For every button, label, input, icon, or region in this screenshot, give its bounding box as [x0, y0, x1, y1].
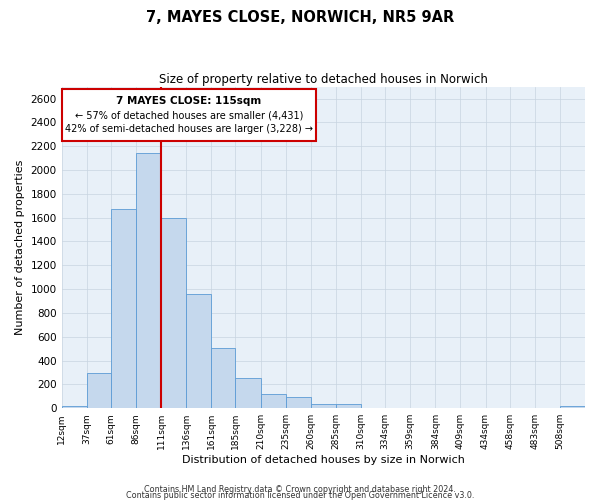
Bar: [286, 397, 311, 408]
Bar: [211, 348, 235, 408]
Bar: [560, 406, 585, 408]
Bar: [62, 406, 87, 408]
Text: Contains HM Land Registry data © Crown copyright and database right 2024.: Contains HM Land Registry data © Crown c…: [144, 484, 456, 494]
FancyBboxPatch shape: [62, 89, 316, 142]
Text: 7 MAYES CLOSE: 115sqm: 7 MAYES CLOSE: 115sqm: [116, 96, 262, 106]
Y-axis label: Number of detached properties: Number of detached properties: [15, 160, 25, 335]
Text: Contains public sector information licensed under the Open Government Licence v3: Contains public sector information licen…: [126, 490, 474, 500]
Bar: [111, 210, 136, 408]
Bar: [161, 218, 186, 408]
Text: 42% of semi-detached houses are larger (3,228) →: 42% of semi-detached houses are larger (…: [65, 124, 313, 134]
Bar: [336, 404, 361, 408]
Bar: [260, 394, 286, 408]
Bar: [136, 154, 161, 408]
Text: ← 57% of detached houses are smaller (4,431): ← 57% of detached houses are smaller (4,…: [74, 110, 303, 120]
Text: 7, MAYES CLOSE, NORWICH, NR5 9AR: 7, MAYES CLOSE, NORWICH, NR5 9AR: [146, 10, 454, 25]
Bar: [87, 373, 111, 408]
Bar: [235, 378, 260, 408]
Title: Size of property relative to detached houses in Norwich: Size of property relative to detached ho…: [159, 72, 488, 86]
X-axis label: Distribution of detached houses by size in Norwich: Distribution of detached houses by size …: [182, 455, 465, 465]
Bar: [311, 404, 336, 408]
Bar: [186, 294, 211, 408]
